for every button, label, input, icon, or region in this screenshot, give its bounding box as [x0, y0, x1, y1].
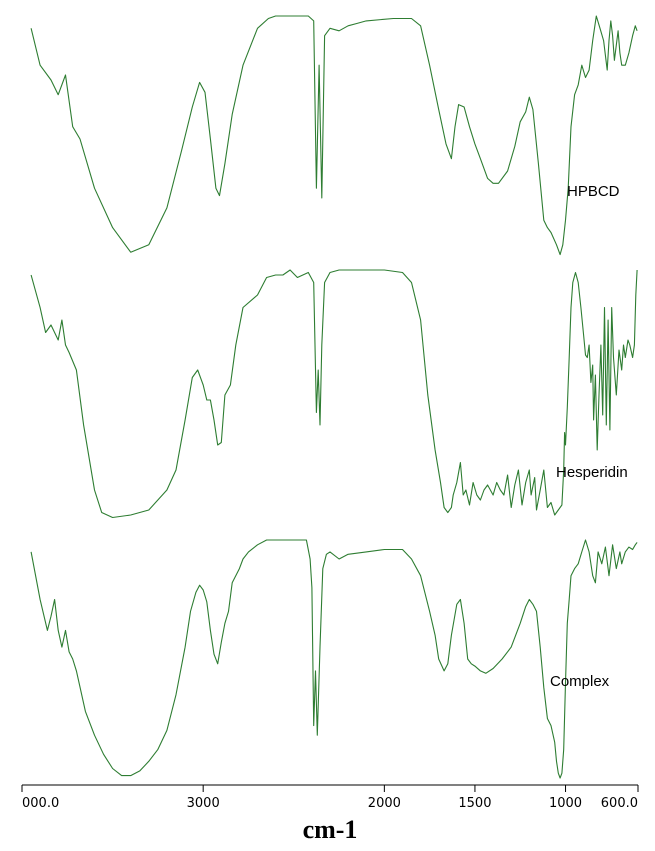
x-tick-label: 1500 — [458, 796, 491, 811]
series-label-complex: Complex — [550, 673, 610, 690]
x-tick-label: 1000 — [549, 796, 582, 811]
x-axis-ticks: 000.0 3000 2000 1500 1000 600.0 — [21, 785, 639, 811]
x-tick-label: 000.0 — [22, 796, 59, 811]
x-axis-unit-label: cm-1 — [303, 815, 358, 844]
series-label-hesperidin: Hesperidin — [556, 464, 628, 481]
series-label-hpbcd: HPBCD — [567, 183, 620, 200]
spectrum-line-hpbcd — [30, 15, 638, 256]
spectrum-line-hesperidin — [30, 269, 638, 519]
x-tick-label: 3000 — [187, 796, 220, 811]
x-axis: 000.0 3000 2000 1500 1000 600.0 cm-1 — [21, 784, 639, 844]
x-tick-label: 600.0 — [601, 796, 638, 811]
spectrum-line-complex — [30, 539, 638, 779]
spectra-series — [30, 15, 638, 779]
series-labels: HPBCD Hesperidin Complex — [550, 183, 628, 690]
x-tick-label: 2000 — [368, 796, 401, 811]
